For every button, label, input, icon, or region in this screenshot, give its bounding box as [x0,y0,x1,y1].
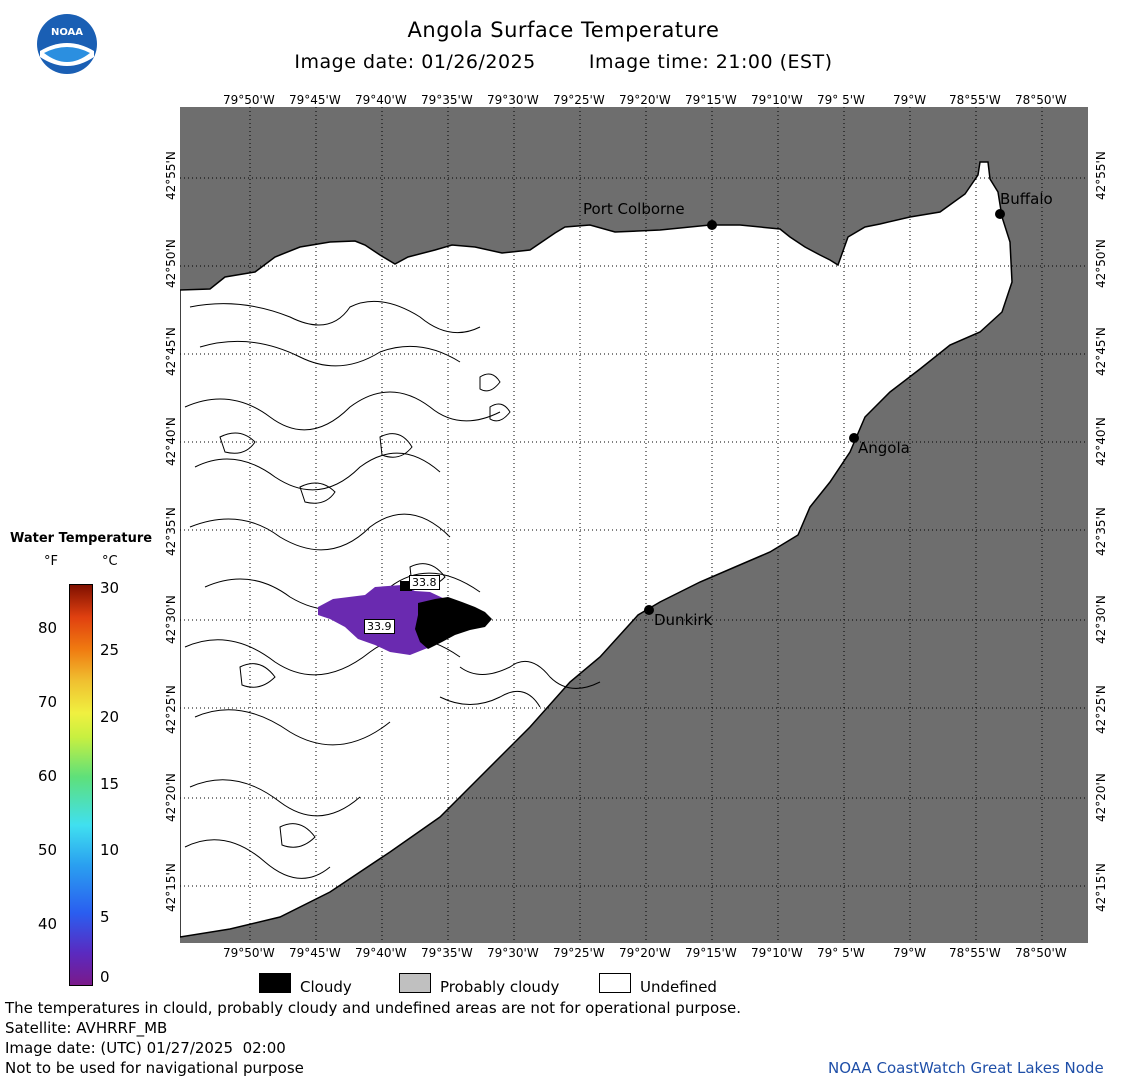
temp-label: 33.8 [409,575,440,590]
legend-c-tick: 20 [100,708,120,726]
lon-label: 79°35'W [421,93,473,107]
legend-f-tick: 80 [38,619,58,637]
svg-text:NOAA: NOAA [51,27,83,38]
lon-label: 79° 5'W [817,93,865,107]
legend-title: Water Temperature [10,531,153,546]
lon-label: 79°30'W [487,946,539,960]
lat-label: 42°20'N [1094,773,1108,822]
city-label: Dunkirk [654,611,713,629]
utc-date: Image date: (UTC) 01/27/2025 02:00 [5,1039,286,1057]
lon-label: 79°45'W [289,946,341,960]
legend-c-tick: 10 [100,841,120,859]
legend-c-tick: 30 [100,579,120,597]
city-label: Port Colborne [583,200,685,218]
lon-label: 79° 5'W [817,946,865,960]
legend-f-tick: 50 [38,841,58,859]
undefined-label: Undefined [640,978,717,996]
lon-label: 79°15'W [685,93,737,107]
legend-unit-f: °F [44,554,58,569]
lat-label: 42°55'N [1094,151,1108,200]
legend-c-tick: 0 [100,968,110,986]
lon-label: 78°50'W [1015,93,1067,107]
probably-cloudy-label: Probably cloudy [440,978,560,996]
map-grid [180,107,1088,943]
city-marker-icon [995,209,1005,219]
lon-label: 79°40'W [355,93,407,107]
city-marker-icon [707,220,717,230]
lon-label: 79°20'W [619,93,671,107]
city-label: Buffalo [1000,190,1053,208]
lon-label: 79°20'W [619,946,671,960]
lat-label: 42°45'N [1094,327,1108,376]
city-label: Angola [858,439,910,457]
lat-label: 42°50'N [1094,239,1108,288]
legend-unit-c: °C [102,554,118,569]
temp-label: 33.9 [364,619,395,634]
noaa-logo: NOAA [36,13,98,75]
lon-label: 79°50'W [223,93,275,107]
lat-label: 42°35'N [1094,507,1108,556]
image-date-time: Image date: 01/26/2025 Image time: 21:00… [0,51,1127,73]
lat-label: 42°20'N [164,773,178,822]
lon-label: 79°25'W [553,946,605,960]
image-time-label: Image time: 21:00 (EST) [588,51,833,73]
lat-label: 42°25'N [1094,685,1108,734]
satellite: Satellite: AVHRRF_MB [5,1019,168,1037]
lon-label: 79°10'W [751,93,803,107]
lon-label: 79°15'W [685,946,737,960]
lon-label: 79°25'W [553,93,605,107]
page-title: Angola Surface Temperature [407,18,720,42]
lat-label: 42°35'N [164,507,178,556]
lat-label: 42°45'N [164,327,178,376]
legend-color-bar [69,584,93,986]
lon-label: 79°10'W [751,946,803,960]
cloudy-label: Cloudy [300,978,352,996]
lat-label: 42°55'N [164,151,178,200]
lon-label: 78°55'W [949,93,1001,107]
legend-c-tick: 15 [100,775,120,793]
lon-label: 79°W [893,946,927,960]
lat-label: 42°40'N [1094,417,1108,466]
navigation-warning: Not to be used for navigational purpose [5,1059,304,1077]
legend-f-tick: 70 [38,693,58,711]
cloud-region [415,597,492,649]
legend-c-tick: 5 [100,908,110,926]
cloud-patch [400,581,412,591]
cloudy-swatch [259,973,291,993]
lon-label: 78°50'W [1015,946,1067,960]
lat-label: 42°30'N [1094,595,1108,644]
city-marker-icon [644,605,654,615]
undefined-swatch [599,973,631,993]
image-date-label: Image date: 01/26/2025 [294,51,536,73]
lat-label: 42°30'N [164,595,178,644]
lake-erie-map [180,107,1088,943]
lat-label: 42°25'N [164,685,178,734]
city-marker-icon [849,433,859,443]
credit: NOAA CoastWatch Great Lakes Node [828,1059,1104,1077]
legend-f-tick: 60 [38,767,58,785]
lon-label: 79°W [893,93,927,107]
lon-label: 79°50'W [223,946,275,960]
lat-label: 42°40'N [164,417,178,466]
lon-label: 79°45'W [289,93,341,107]
probably-cloudy-swatch [399,973,431,993]
lat-label: 42°50'N [164,239,178,288]
lat-label: 42°15'N [164,863,178,912]
disclaimer: The temperatures in clould, probably clo… [5,999,742,1017]
lon-label: 79°35'W [421,946,473,960]
lon-label: 79°40'W [355,946,407,960]
legend-f-tick: 40 [38,915,58,933]
lat-label: 42°15'N [1094,863,1108,912]
lon-label: 78°55'W [949,946,1001,960]
legend-c-tick: 25 [100,641,120,659]
lon-label: 79°30'W [487,93,539,107]
